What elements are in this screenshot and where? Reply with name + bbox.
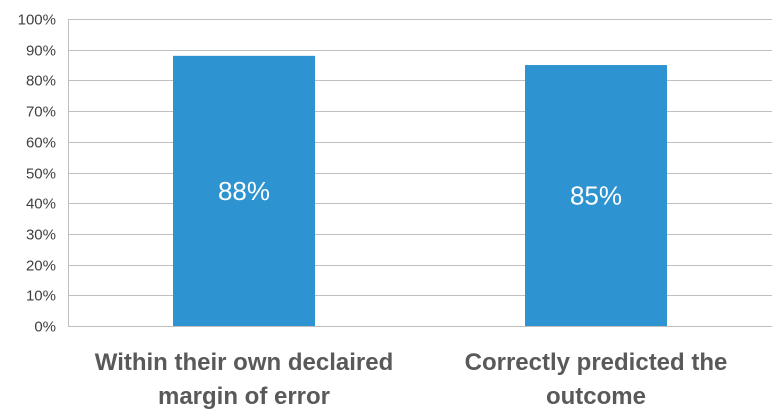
y-tick-label: 20% <box>26 258 56 275</box>
data-label: 88% <box>218 176 270 206</box>
y-tick-label: 70% <box>26 104 56 121</box>
y-tick-label: 50% <box>26 166 56 183</box>
y-tick-label: 60% <box>26 135 56 152</box>
category-label: margin of error <box>158 383 330 410</box>
category-label: Correctly predicted the <box>465 349 728 376</box>
bar <box>525 65 667 327</box>
y-tick-label: 100% <box>18 12 56 29</box>
bar <box>173 55 315 327</box>
x-axis-category-labels: Within their own declaired margin of erro… <box>95 349 728 410</box>
y-tick-label: 30% <box>26 227 56 244</box>
data-label: 85% <box>570 181 622 211</box>
category-label: Within their own declaired <box>95 349 393 376</box>
category-label: outcome <box>546 383 646 410</box>
y-tick-label: 90% <box>26 43 56 60</box>
y-tick-label: 40% <box>26 196 56 213</box>
y-axis-tick-labels: 0% 10% 20% 30% 40% 50% 60% 70% 80% 90% 100% <box>18 12 56 336</box>
y-tick-label: 80% <box>26 73 56 90</box>
data-labels: 88% 85% <box>218 176 622 211</box>
y-tick-label: 0% <box>34 319 56 336</box>
bars <box>173 55 667 327</box>
y-tick-label: 10% <box>26 288 56 305</box>
